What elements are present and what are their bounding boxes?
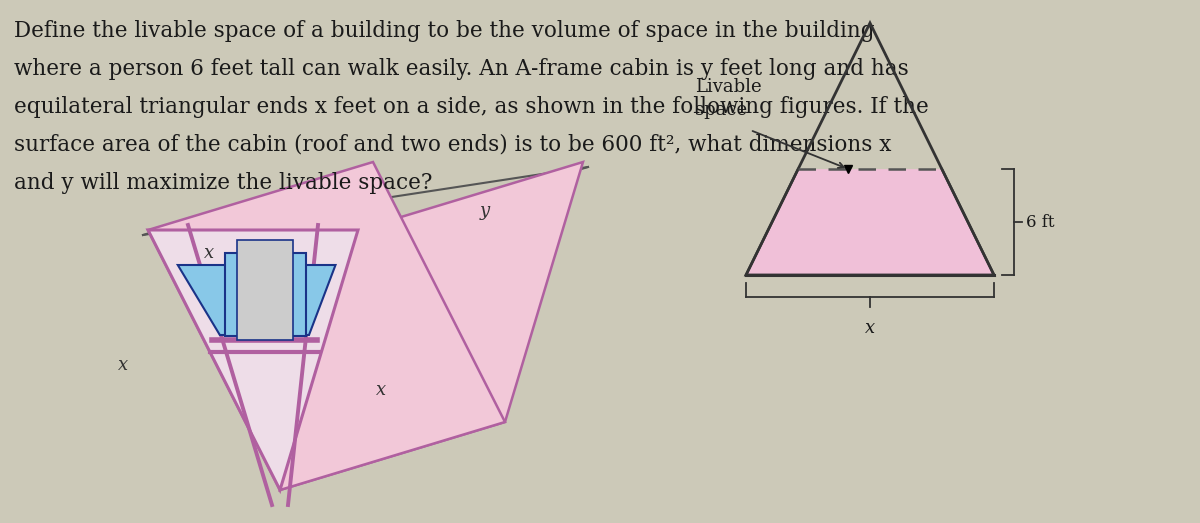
Text: Define the livable space of a building to be the volume of space in the building: Define the livable space of a building t… [14,20,875,42]
Text: equilateral triangular ends x feet on a side, as shown in the following figures.: equilateral triangular ends x feet on a … [14,96,929,118]
Text: x: x [865,319,875,337]
Polygon shape [148,162,505,490]
Polygon shape [280,162,583,490]
Text: x: x [204,244,214,262]
Text: x: x [118,356,128,374]
Text: y: y [480,202,490,220]
Text: surface area of the cabin (roof and two ends) is to be 600 ft², what dimensions : surface area of the cabin (roof and two … [14,134,892,156]
Polygon shape [148,230,358,490]
Text: x: x [376,381,386,399]
Text: where a person 6 feet tall can walk easily. An A-frame cabin is y feet long and : where a person 6 feet tall can walk easi… [14,58,908,80]
Polygon shape [260,253,306,336]
Text: and y will maximize the livable space?: and y will maximize the livable space? [14,172,432,194]
Text: 6 ft: 6 ft [1026,213,1055,231]
Text: Livable
space: Livable space [695,78,762,119]
Polygon shape [224,253,271,336]
Polygon shape [238,240,294,340]
Polygon shape [178,265,336,335]
Polygon shape [746,169,994,275]
